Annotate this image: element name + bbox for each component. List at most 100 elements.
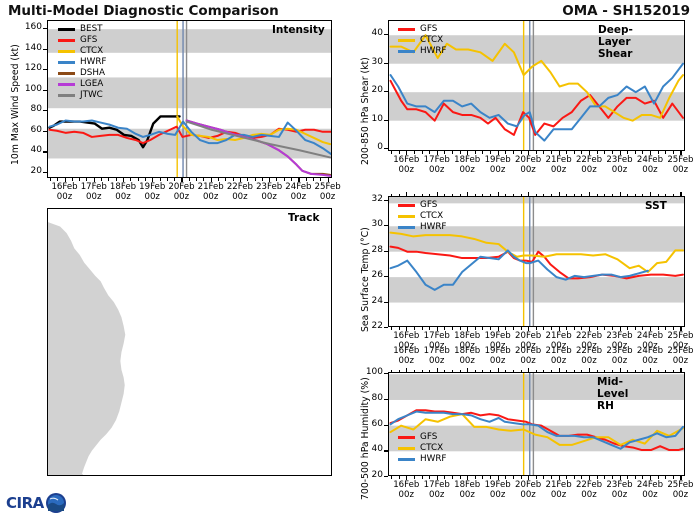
x-minor-tick — [505, 327, 507, 330]
x-minor-tick — [247, 178, 249, 181]
x-minor-tick — [657, 327, 659, 330]
cira-logo-text: CIRA — [6, 494, 44, 512]
x-minor-tick — [421, 327, 423, 330]
y-tick-label: 80 — [30, 104, 42, 115]
x-tick-mark — [589, 192, 591, 196]
legend-item-gfs: GFS — [398, 432, 447, 443]
x-minor-tick — [459, 193, 461, 196]
x-minor-tick — [232, 178, 234, 181]
x-minor-tick — [520, 151, 522, 154]
x-tick-mark — [467, 368, 469, 372]
sst-plot-area — [388, 196, 685, 327]
x-tick-mark — [528, 476, 530, 480]
x-tick-label: 23Feb 00z — [256, 182, 283, 202]
x-minor-tick — [642, 369, 644, 372]
x-minor-tick — [391, 193, 393, 196]
legend-item-hwrf: HWRF — [398, 46, 447, 57]
x-tick-label: 23Feb 00z — [606, 155, 633, 175]
x-tick-label: 22Feb 00z — [575, 480, 603, 500]
x-minor-tick — [573, 151, 575, 154]
legend-swatch-dsha — [58, 72, 75, 75]
x-minor-tick — [474, 193, 476, 196]
x-minor-tick — [642, 476, 644, 479]
x-minor-tick — [482, 193, 484, 196]
x-minor-tick — [505, 193, 507, 196]
y-tick-label: 40 — [371, 444, 383, 455]
x-minor-tick — [672, 476, 674, 479]
x-minor-tick — [520, 369, 522, 372]
x-tick-mark — [558, 368, 560, 372]
x-minor-tick — [444, 369, 446, 372]
x-tick-mark — [210, 178, 212, 182]
x-minor-tick — [550, 476, 552, 479]
x-minor-tick — [108, 178, 110, 181]
x-minor-tick — [101, 178, 103, 181]
y-tick-mark — [384, 301, 388, 303]
x-minor-tick — [672, 327, 674, 330]
x-minor-tick — [130, 178, 132, 181]
x-minor-tick — [581, 151, 583, 154]
x-minor-tick — [611, 151, 613, 154]
x-minor-tick — [573, 369, 575, 372]
x-minor-tick — [543, 476, 545, 479]
x-minor-tick — [459, 369, 461, 372]
x-minor-tick — [429, 193, 431, 196]
x-minor-tick — [474, 476, 476, 479]
x-tick-mark — [619, 192, 621, 196]
y-tick-mark — [384, 34, 388, 36]
x-minor-tick — [543, 369, 545, 372]
y-tick-mark — [384, 91, 388, 93]
y-tick-mark — [384, 450, 388, 452]
x-minor-tick — [421, 193, 423, 196]
x-minor-tick — [573, 193, 575, 196]
x-minor-tick — [459, 327, 461, 330]
x-minor-tick — [627, 193, 629, 196]
x-tick-label: 18Feb 00z — [454, 331, 481, 351]
legend-swatch-best — [58, 28, 75, 31]
x-tick-mark — [436, 151, 438, 155]
x-minor-tick — [604, 369, 606, 372]
x-minor-tick — [276, 178, 278, 181]
x-tick-label: 23Feb 00z — [606, 346, 633, 366]
x-tick-label: 20Feb 00z — [168, 182, 195, 202]
x-tick-label: 18Feb 00z — [454, 346, 481, 366]
x-tick-mark — [649, 476, 652, 480]
x-minor-tick — [657, 193, 659, 196]
x-minor-tick — [581, 369, 583, 372]
x-minor-tick — [634, 327, 636, 330]
x-minor-tick — [451, 151, 453, 154]
x-minor-tick — [550, 327, 552, 330]
y-tick-label: 26 — [371, 270, 383, 281]
x-minor-tick — [665, 476, 667, 479]
x-minor-tick — [672, 151, 674, 154]
track-plot-area[interactable] — [47, 208, 332, 476]
legend-label-best: BEST — [80, 24, 103, 34]
x-minor-tick — [604, 193, 606, 196]
x-tick-mark — [680, 151, 682, 155]
legend-swatch-gfs — [398, 28, 415, 31]
x-minor-tick — [291, 178, 293, 181]
x-tick-mark — [152, 178, 154, 182]
x-tick-mark — [327, 178, 329, 182]
x-tick-label: 24Feb 00z — [636, 346, 664, 366]
x-tick-label: 19Feb 00z — [484, 346, 511, 366]
legend-label-ctcx: CTCX — [420, 35, 444, 45]
x-minor-tick — [627, 151, 629, 154]
x-minor-tick — [398, 369, 400, 372]
x-minor-tick — [451, 369, 453, 372]
x-minor-tick — [413, 476, 415, 479]
legend-label-gfs: GFS — [420, 432, 438, 442]
legend-label-gfs: GFS — [420, 200, 438, 210]
x-tick-mark — [649, 151, 652, 155]
y-tick-mark — [43, 48, 47, 50]
x-tick-label: 22Feb 00z — [226, 182, 253, 202]
x-minor-tick — [665, 193, 667, 196]
x-tick-label: 18Feb 00z — [454, 480, 481, 500]
x-minor-tick — [596, 476, 598, 479]
x-tick-label: 23Feb 00z — [606, 480, 633, 500]
x-minor-tick — [535, 476, 537, 479]
x-tick-mark — [436, 192, 438, 196]
x-minor-tick — [490, 151, 492, 154]
legend-item-hwrf: HWRF — [398, 222, 447, 233]
